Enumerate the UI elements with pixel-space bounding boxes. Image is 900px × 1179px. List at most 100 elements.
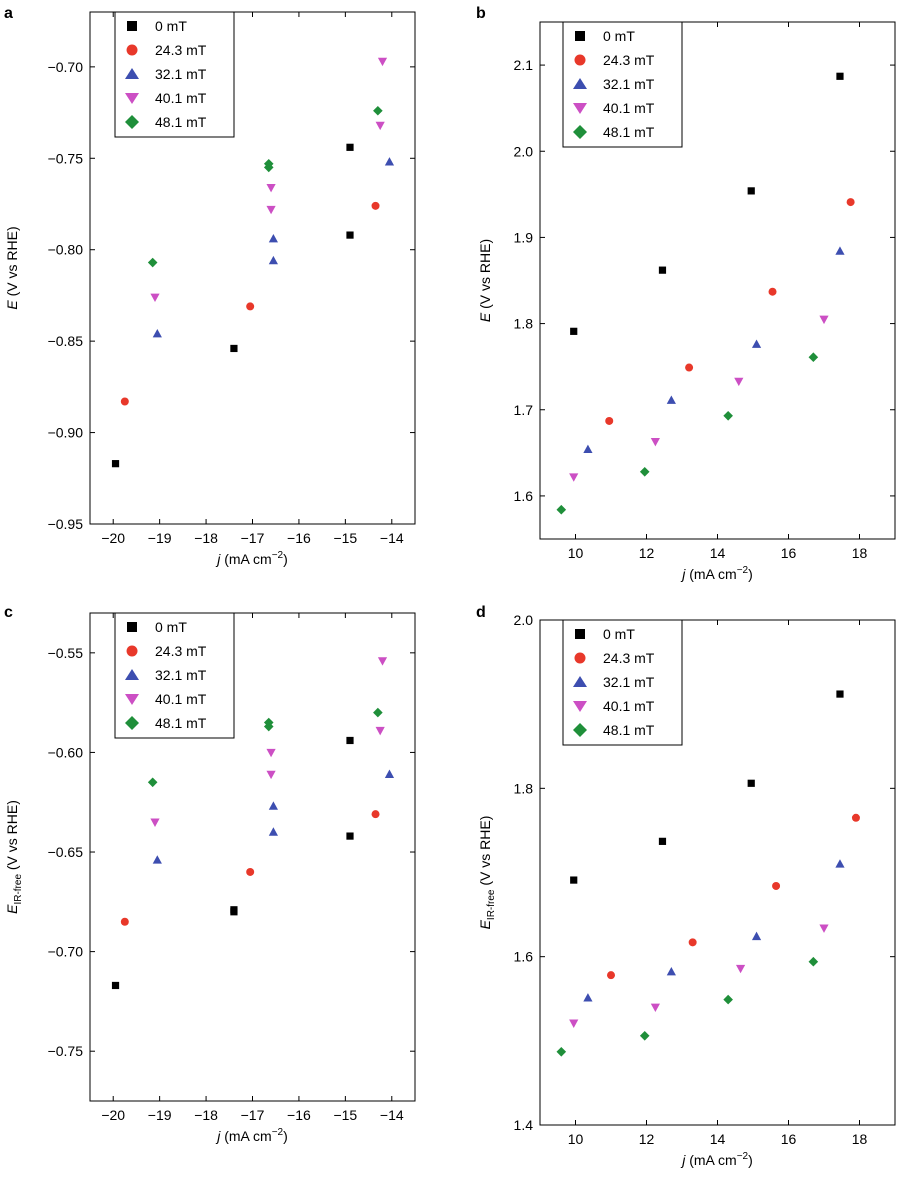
y-tick-label: 1.8 [514, 780, 534, 796]
data-point-circle [246, 867, 255, 876]
data-point-circle [688, 938, 697, 947]
y-tick-label: −0.70 [48, 59, 84, 75]
y-tick-label: 1.6 [514, 488, 534, 504]
data-point-triangle-down [569, 1019, 579, 1028]
data-point-square [658, 837, 667, 845]
x-tick-label: 10 [568, 1131, 584, 1147]
data-point-triangle-down [650, 438, 660, 447]
y-tick-label: 1.9 [514, 229, 534, 245]
data-point-triangle-up [152, 329, 162, 338]
data-point-square [747, 779, 755, 787]
data-point-diamond [263, 158, 274, 169]
panel-label: c [4, 604, 13, 621]
data-point-triangle-down [735, 964, 746, 974]
data-point-diamond [147, 257, 158, 268]
y-axis-label: EIR-free (V vs RHE) [4, 800, 24, 914]
data-point-square [836, 690, 844, 698]
data-point-triangle-up [384, 769, 395, 778]
data-point-triangle-up [152, 855, 162, 864]
legend-marker-triangle-up [125, 669, 139, 680]
data-point-square [346, 231, 354, 239]
legend-marker-triangle-down [573, 701, 587, 712]
data-point-circle [607, 971, 615, 980]
data-point-square [230, 906, 238, 914]
data-point-circle [772, 881, 781, 890]
legend-label: 24.3 mT [603, 52, 655, 68]
data-point-triangle-up [751, 931, 762, 941]
legend: 0 mT 24.3 mT 32.1 mT 40.1 mT 48.1 mT [562, 619, 683, 746]
x-tick-label: 12 [639, 545, 655, 561]
panel-a: a −20 −19 −18 −17 −16 −15 −14 −0.95 −0.90 −0.85 −0.… [4, 5, 416, 567]
legend-label: 32.1 mT [155, 667, 207, 683]
x-tick-label: 12 [639, 1131, 655, 1147]
legend-marker-triangle-down [125, 694, 139, 705]
x-tick-label: −16 [287, 530, 311, 546]
legend-label: 32.1 mT [603, 76, 655, 92]
data-point-diamond [373, 707, 383, 718]
x-tick-label: −15 [333, 1107, 357, 1123]
legend-label: 24.3 mT [155, 42, 207, 58]
panel-label: d [476, 604, 486, 621]
x-axis-label: j (mA cm−2) [680, 565, 753, 582]
y-axis-label: E (V vs RHE) [477, 239, 493, 322]
data-point-diamond [556, 504, 567, 515]
x-tick-label: 16 [781, 1131, 797, 1147]
data-point-circle [768, 287, 777, 296]
data-point-square [570, 876, 578, 884]
legend: 0 mT 24.3 mT 32.1 mT 40.1 mT 48.1 mT [114, 612, 235, 739]
x-tick-label: −20 [101, 1107, 125, 1123]
legend-marker-diamond [573, 723, 587, 737]
data-point-diamond [147, 777, 158, 788]
y-tick-label: −0.80 [48, 242, 84, 258]
legend-label: 0 mT [155, 619, 187, 635]
legend-marker-diamond [125, 716, 139, 730]
legend-label: 0 mT [603, 28, 635, 44]
y-tick-label: 1.8 [514, 316, 534, 332]
x-tick-label: −19 [148, 530, 172, 546]
legend-marker-triangle-up [125, 68, 139, 79]
legend-marker-square [575, 629, 585, 639]
legend-label: 32.1 mT [155, 66, 207, 82]
data-point-triangle-up [666, 395, 676, 404]
legend-marker-triangle-down [573, 103, 587, 114]
legend-label: 48.1 mT [603, 124, 655, 140]
panel-label: a [4, 5, 13, 22]
x-axis-label: j (mA cm−2) [215, 1127, 288, 1144]
data-point-circle [246, 302, 255, 311]
data-point-diamond [556, 1046, 567, 1057]
x-tick-label: 16 [781, 545, 797, 561]
legend: 0 mT 24.3 mT 32.1 mT 40.1 mT 48.1 mT [562, 21, 683, 148]
y-tick-label: −0.70 [48, 944, 84, 960]
y-tick-label: 1.6 [514, 949, 534, 965]
data-point-diamond [723, 994, 733, 1005]
y-tick-label: −0.95 [48, 516, 84, 532]
x-tick-label: −14 [380, 530, 404, 546]
x-tick-label: −14 [380, 1107, 404, 1123]
x-axis-label: j (mA cm−2) [680, 1151, 753, 1168]
legend-label: 24.3 mT [155, 643, 207, 659]
legend-label: 0 mT [603, 626, 635, 642]
data-point-square [346, 736, 354, 745]
legend-label: 40.1 mT [603, 698, 655, 714]
y-tick-label: −0.60 [48, 744, 84, 760]
data-point-circle [371, 810, 380, 819]
data-point-triangle-up [583, 993, 593, 1002]
data-point-triangle-up [835, 246, 845, 255]
x-tick-label: −17 [241, 530, 265, 546]
data-point-triangle-up [583, 444, 593, 453]
x-tick-label: 14 [710, 1131, 726, 1147]
data-point-triangle-up [268, 801, 278, 810]
data-point-square [111, 460, 120, 468]
data-point-triangle-down [266, 770, 276, 780]
data-point-circle [851, 813, 860, 822]
x-tick-label: −17 [241, 1107, 265, 1123]
data-point-diamond [373, 105, 383, 116]
y-tick-label: −0.90 [48, 425, 84, 441]
data-point-triangle-up [384, 157, 395, 166]
legend-marker-square [127, 21, 137, 31]
y-tick-label: −0.75 [48, 1043, 84, 1059]
data-point-triangle-down [266, 183, 276, 193]
legend-marker-square [575, 31, 585, 41]
data-point-square [570, 327, 578, 335]
x-tick-label: −20 [101, 530, 125, 546]
